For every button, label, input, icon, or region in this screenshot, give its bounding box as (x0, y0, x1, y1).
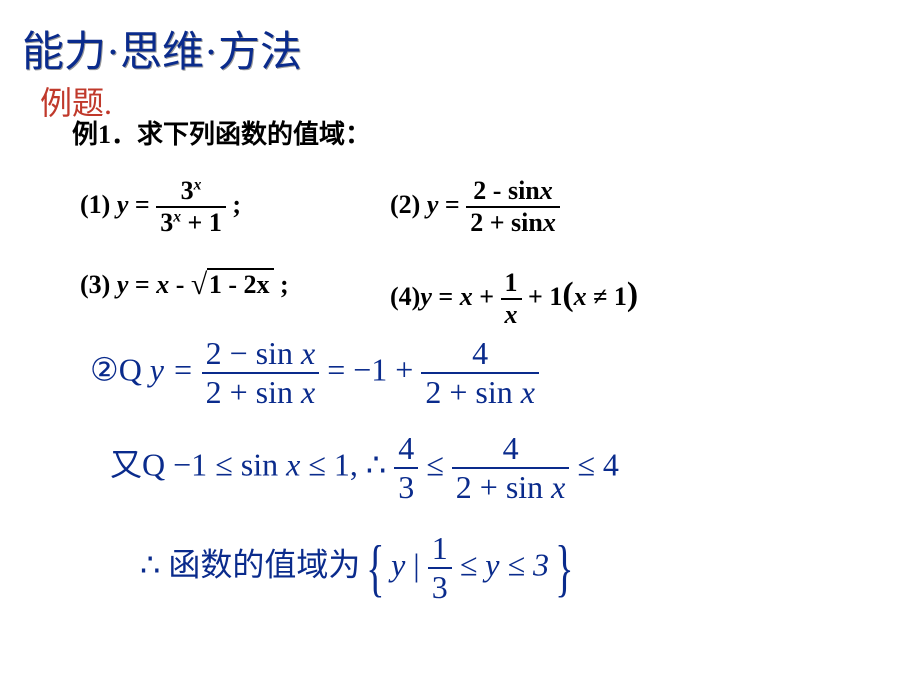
problem-2-fraction: 2 - sinx 2 + sinx (466, 176, 560, 238)
problem-1-label: (1) (80, 190, 117, 219)
problem-2-lhs: y (427, 190, 439, 219)
sol3-mid: ≤ y ≤ 3 (452, 546, 549, 582)
sol2-leq1: ≤ 1, (300, 446, 358, 482)
problems-row-1: (1) y = 3x 3x + 1 ; (2) y = 2 - sinx 2 +… (80, 176, 880, 256)
problem-4-fraction: 1 x (501, 268, 522, 330)
p2-num-a: 2 - (473, 176, 508, 205)
problem-1-fraction: 3x 3x + 1 (156, 176, 226, 238)
s2m-den-a: 2 + (456, 469, 506, 505)
s2m-den-fn: sin (506, 469, 551, 505)
sol3-text: 函数的值域为 (168, 546, 360, 582)
right-brace-icon: } (555, 536, 573, 600)
sol-tag: ② (90, 351, 119, 387)
s1f2-num: 4 (421, 335, 539, 372)
p1-num-exp: x (194, 176, 202, 193)
s1f1-den-fn: sin (256, 374, 301, 410)
page-title: 能力·思维·方法 (22, 18, 302, 79)
s2m-num: 4 (452, 430, 570, 467)
s2m-den-v: x (551, 469, 565, 505)
p4-num: 1 (501, 268, 522, 298)
p2-den-a: 2 + (470, 208, 511, 237)
p3-radicand: 1 - 2x (207, 268, 274, 300)
equals-sign: = (432, 282, 460, 311)
p3-tail: ; (274, 270, 289, 299)
s2lb-num: 4 (394, 430, 418, 467)
sol1-frac1: 2 − sin x 2 + sin x (202, 335, 320, 411)
p3-x: x (156, 270, 169, 299)
sol2-fn: sin (241, 446, 286, 482)
sol2-mid-frac: 4 2 + sin x (452, 430, 570, 506)
problem-4: (4)y = x + 1 x + 1(x ≠ 1) (390, 268, 638, 330)
therefore-icon: ∴ (358, 446, 394, 482)
radical-icon: √ (191, 268, 207, 302)
example-prompt: 例1．求下列函数的值域： (72, 114, 371, 151)
p4-xv: x (574, 282, 587, 311)
sol2-you: 又 (110, 446, 142, 482)
p2-den-v: x (543, 208, 556, 237)
problem-2: (2) y = 2 - sinx 2 + sinx (390, 176, 560, 238)
because-icon: Q (142, 446, 165, 482)
sol2-leq-a: ≤ (418, 446, 452, 482)
left-brace-icon: { (367, 536, 385, 600)
s1f1-den-a: 2 + (206, 374, 256, 410)
sol3-bar: | (405, 546, 427, 582)
sol1-mid: = −1 + (319, 351, 421, 387)
sol3-lb-frac: 1 3 (428, 530, 452, 606)
sol2-leq-b: ≤ 4 (569, 446, 619, 482)
p3-minus: - (169, 270, 191, 299)
p4-rparen: ) (627, 276, 638, 313)
p1-den-base: 3 (160, 208, 173, 237)
p4-den: x (501, 298, 522, 330)
sol1-lhs: y = (142, 351, 202, 387)
p1-num-base: 3 (181, 176, 194, 205)
p4-neq: ≠ 1 (587, 282, 627, 311)
p1-tail: ; (226, 190, 241, 219)
s1f1-num-fn: sin (256, 335, 301, 371)
s1f2-den-a: 2 + (425, 374, 475, 410)
equals-sign: = (128, 190, 156, 219)
problem-1-lhs: y (117, 190, 129, 219)
p1-den-exp: x (173, 208, 181, 225)
problems-row-2: (3) y = x - √1 - 2x ; (4)y = x + 1 x + 1… (80, 268, 880, 328)
p3-sqrt: √1 - 2x (191, 268, 274, 300)
equals-sign: = (128, 270, 156, 299)
p2-num-fn: sin (508, 176, 540, 205)
sol2-range-a: −1 ≤ (165, 446, 241, 482)
s1f1-den-v: x (301, 374, 315, 410)
p2-den-fn: sin (511, 208, 543, 237)
problem-3: (3) y = x - √1 - 2x ; (80, 268, 289, 300)
p1-den-plus1: + 1 (181, 208, 222, 237)
equals-sign: = (438, 190, 466, 219)
s1f1-num-v: x (301, 335, 315, 371)
sol2-v: x (286, 446, 300, 482)
problem-4-label: (4) (390, 282, 420, 311)
s1f2-den-v: x (521, 374, 535, 410)
s3lb-num: 1 (428, 530, 452, 567)
p4-plus: + (473, 282, 501, 311)
problem-1: (1) y = 3x 3x + 1 ; (80, 176, 241, 238)
p4-plus1: + 1 (522, 282, 563, 311)
p2-num-v: x (540, 176, 553, 205)
s3lb-den: 3 (428, 567, 452, 606)
sol3-var: y (391, 546, 405, 582)
problem-3-label: (3) (80, 270, 117, 299)
s1f1-num-a: 2 − (206, 335, 256, 371)
therefore-icon: ∴ (140, 546, 168, 582)
problem-3-lhs: y (117, 270, 129, 299)
sol2-lb-frac: 4 3 (394, 430, 418, 506)
p4-x: x (460, 282, 473, 311)
because-icon: Q (119, 351, 142, 387)
problem-4-lhs: y (420, 282, 432, 311)
p4-lparen: ( (562, 276, 573, 313)
problem-2-label: (2) (390, 190, 427, 219)
s2lb-den: 3 (394, 467, 418, 506)
sol1-frac2: 4 2 + sin x (421, 335, 539, 411)
s1f2-den-fn: sin (475, 374, 520, 410)
